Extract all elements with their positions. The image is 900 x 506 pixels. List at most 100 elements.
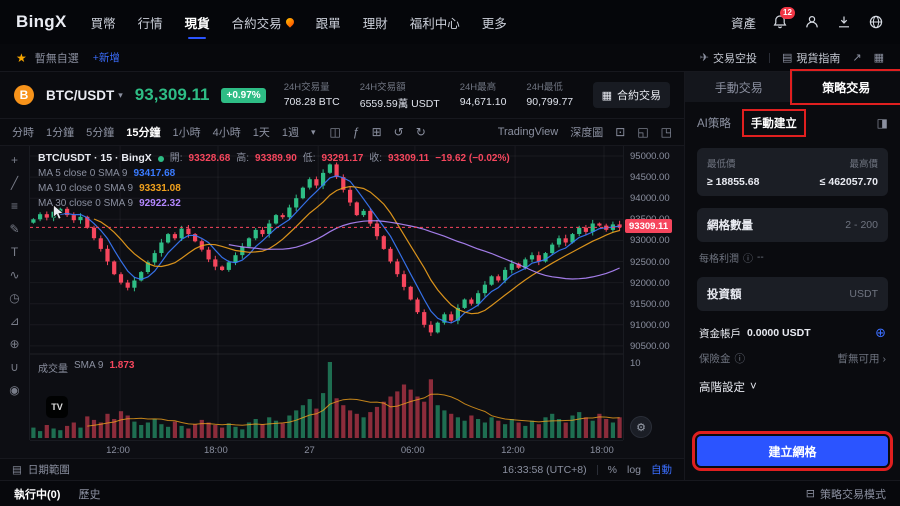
candlestick-icon[interactable]: ◫ [329, 125, 341, 139]
interval-1h[interactable]: 1小時 [172, 127, 201, 139]
date-range-button[interactable]: 日期範圍 [27, 464, 70, 476]
expand-icon[interactable]: ◱ [637, 125, 649, 139]
bingx-logo[interactable]: BingX [16, 12, 67, 31]
deposit-plus-icon[interactable]: ⊕ [875, 325, 886, 340]
time-axis-label: 27 [304, 445, 315, 456]
nav-item-futures[interactable]: 合約交易 [232, 0, 296, 44]
interval-1w[interactable]: 1週 [281, 127, 299, 139]
text-icon[interactable]: T [10, 245, 19, 259]
interval-1d[interactable]: 1天 [252, 127, 270, 139]
fib-icon[interactable]: ≡ [10, 199, 18, 213]
price-range-input[interactable]: 最低價 最高價 ≥ 18855.68 ≤ 462057.70 [697, 148, 888, 196]
fund-account-balance: 0.0000 USDT [747, 327, 811, 339]
tab-manual-trade[interactable]: 手動交易 [685, 72, 793, 102]
nav-item-buy-crypto[interactable]: 買幣 [90, 16, 116, 31]
crosshair-icon[interactable]: + [10, 153, 18, 167]
favorite-star-icon[interactable]: ★ [16, 50, 27, 65]
advanced-settings-toggle[interactable]: 高階設定 ˅ [699, 379, 886, 395]
profit-per-grid-value: -- [757, 252, 764, 263]
nav-item-copy-trading[interactable]: 跟單 [315, 16, 341, 31]
camera-icon[interactable]: ⊡ [615, 125, 626, 139]
nav-item-assets[interactable]: 資產 [730, 16, 756, 31]
grid-count-input[interactable]: 網格數量 2 - 200 [697, 208, 888, 242]
last-price-tag: 93309.11 [625, 219, 673, 234]
info-icon[interactable]: ⓘ [743, 254, 753, 265]
max-price-value[interactable]: ≤ 462057.70 [819, 176, 878, 188]
download-app-button[interactable] [836, 14, 852, 30]
divider [768, 52, 770, 63]
tab-running-orders[interactable]: 執行中(0) [14, 488, 61, 501]
time-axis-label: 12:00 [106, 445, 130, 456]
trendline-icon[interactable]: ╱ [10, 176, 19, 190]
profit-per-grid-row: 每格利潤 ⓘ -- [699, 250, 886, 265]
magnet-icon[interactable]: ∪ [10, 360, 19, 374]
interval-15m[interactable]: 15分鐘 [126, 127, 161, 139]
nav-item-wealth[interactable]: 理財 [362, 16, 388, 31]
forecast-icon[interactable]: ◷ [9, 291, 20, 305]
tradingview-tab[interactable]: TradingView [497, 126, 559, 138]
price-axis[interactable]: 93309.11 10 95000.0094500.0094000.009350… [623, 146, 685, 440]
ruler-icon[interactable]: ⊿ [9, 314, 20, 328]
interval-more-chevron-icon[interactable]: ▾ [311, 126, 316, 137]
interval-5m[interactable]: 5分鐘 [86, 127, 115, 139]
drawing-toolbar: + ╱ ≡ ✎ T ∿ ◷ ⊿ ⊕ ∪ ◉ [0, 146, 30, 440]
volume-axis-label: 10 [630, 358, 641, 369]
fullscreen-icon[interactable]: ◳ [660, 125, 672, 139]
chart-settings-button[interactable]: ⚙ [630, 416, 652, 438]
panel-toggle-icon[interactable]: ◨ [876, 116, 888, 130]
nav-item-spot[interactable]: 現貨 [185, 0, 210, 44]
compare-icon[interactable]: ⊞ [371, 125, 382, 139]
percent-scale-button[interactable]: % [607, 463, 617, 476]
info-icon[interactable]: ⓘ [734, 353, 746, 365]
share-icon[interactable]: ↗ [852, 52, 862, 64]
redo-icon[interactable]: ↻ [415, 125, 426, 139]
interval-time[interactable]: 分時 [12, 127, 34, 139]
investment-input[interactable]: 投資額 USDT [697, 277, 888, 311]
time-axis[interactable]: 12:00 18:00 27 06:00 12:00 18:00 [30, 440, 623, 458]
depth-tab[interactable]: 深度圖 [570, 127, 604, 139]
chart-toolbar-right: TradingView 深度圖 ⊡ ◱ ◳ [498, 124, 672, 140]
layout-icon[interactable]: ▦ [873, 52, 884, 64]
candlestick-chart[interactable] [30, 146, 623, 443]
interval-1m[interactable]: 1分鐘 [46, 127, 75, 139]
insurance-link[interactable]: 暫無可用 › [837, 352, 887, 366]
log-scale-button[interactable]: log [626, 463, 641, 476]
interval-4h[interactable]: 4小時 [212, 127, 241, 139]
indicator-icon[interactable]: ƒ [352, 125, 360, 139]
nav-item-rewards[interactable]: 福利中心 [409, 16, 460, 31]
zoom-in-icon[interactable]: ⊕ [9, 337, 20, 351]
profile-button[interactable] [804, 14, 820, 30]
brush-icon[interactable]: ✎ [9, 222, 20, 236]
subtab-manual-create[interactable]: 手動建立 [741, 109, 806, 137]
strategy-mode-button[interactable]: ⊟ 策略交易模式 [806, 486, 886, 502]
download-icon [839, 16, 849, 28]
language-button[interactable] [868, 14, 884, 30]
create-grid-button[interactable]: 建立網格 [692, 431, 893, 471]
add-favorite-link[interactable]: +新增 [92, 52, 120, 64]
eye-icon[interactable]: ◉ [9, 383, 20, 397]
nav-item-markets[interactable]: 行情 [137, 16, 163, 31]
subtab-ai-strategy[interactable]: AI策略 [697, 118, 731, 130]
tab-history[interactable]: 歷史 [78, 488, 101, 501]
tradingview-watermark[interactable]: TV [46, 396, 68, 418]
spot-guide-label: 現貨指南 [796, 52, 841, 65]
no-favorites-label: 暫無自選 [34, 52, 79, 65]
auto-scale-button[interactable]: 自動 [651, 464, 672, 476]
min-price-value[interactable]: ≥ 18855.68 [707, 176, 760, 188]
nav-item-more[interactable]: 更多 [481, 16, 507, 31]
pattern-icon[interactable]: ∿ [9, 268, 20, 282]
futures-trade-button[interactable]: ▦ 合約交易 [592, 82, 670, 108]
pair-selector[interactable]: BTC/USDT ▾ [46, 88, 123, 103]
tab-strategy-trade[interactable]: 策略交易 [789, 69, 900, 105]
spot-guide-link[interactable]: ▤ 現貨指南 [782, 50, 840, 66]
chart-tool-icons: ◫ ƒ ⊞ ↺ ↻ [330, 125, 426, 139]
undo-icon[interactable]: ↺ [393, 125, 404, 139]
last-price: 93,309.11 [134, 85, 210, 104]
volume-label: 成交量 [38, 364, 68, 375]
time-axis-label: 12:00 [501, 445, 525, 456]
trade-airdrop-link[interactable]: ✈ 交易空投 [700, 50, 757, 66]
notifications-button[interactable]: 12 [772, 7, 795, 30]
trade-airdrop-label: 交易空投 [712, 52, 757, 65]
grid-count-label: 網格數量 [707, 220, 753, 232]
